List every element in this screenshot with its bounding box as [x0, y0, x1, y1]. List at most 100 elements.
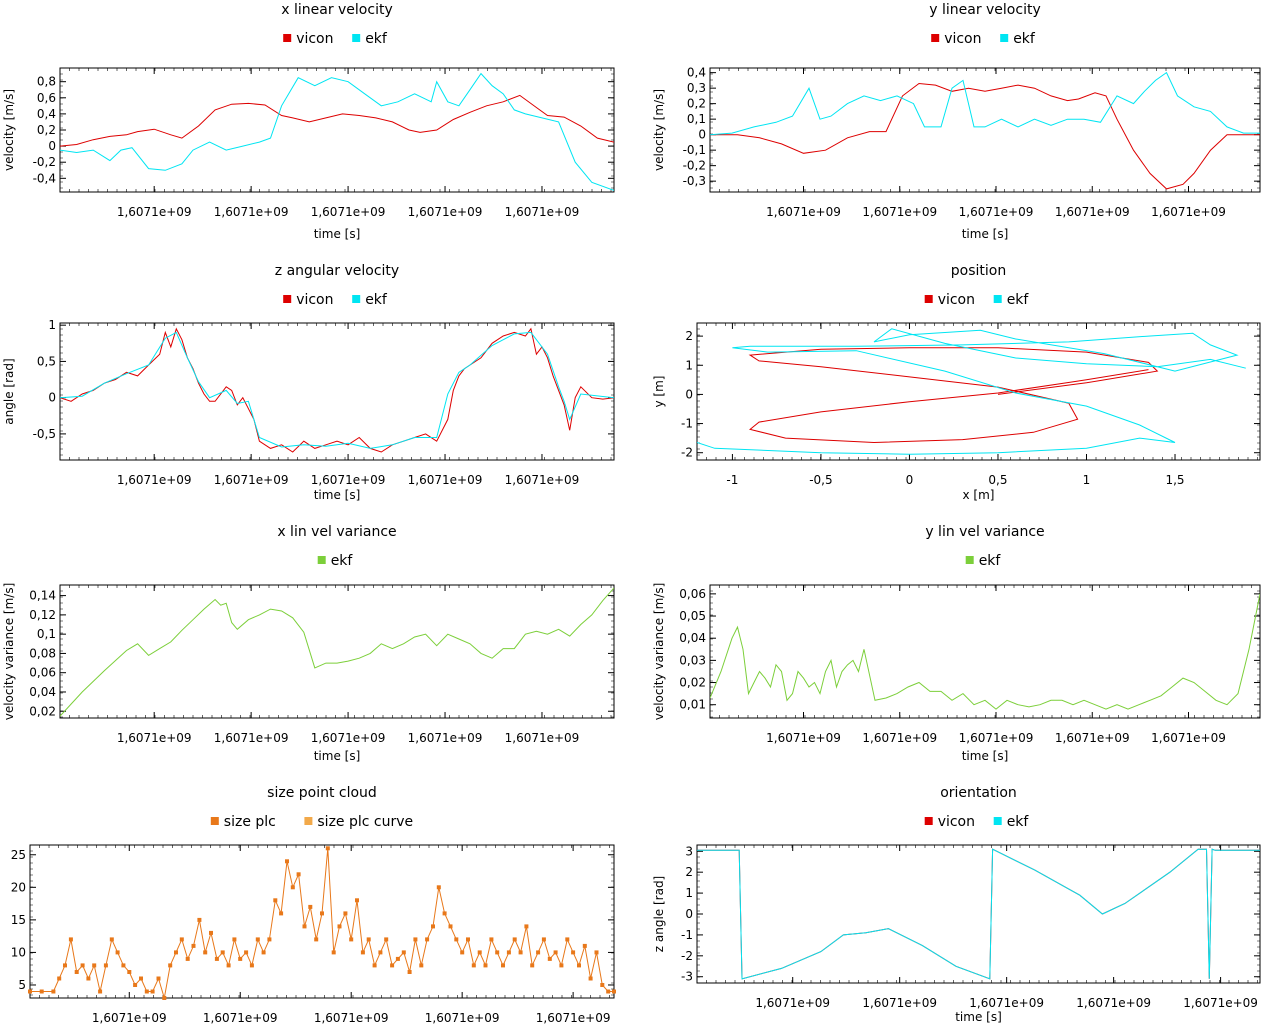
y-tick-label: 0,14	[29, 589, 56, 603]
data-point	[63, 963, 67, 968]
data-point	[267, 937, 272, 942]
x-tick-label: 1	[1083, 473, 1091, 487]
x-tick-label: 1,6071e+09	[1183, 996, 1258, 1010]
legend-swatch	[993, 817, 1002, 825]
x-axis-label: time [s]	[314, 488, 361, 502]
x-tick-label: 1,6071e+09	[214, 205, 289, 219]
data-point	[355, 898, 359, 903]
x-tick-label: 1,6071e+09	[969, 996, 1044, 1010]
y-tick-label: 0,3	[687, 81, 706, 95]
y-tick-label: -0,1	[683, 143, 706, 157]
data-point	[244, 950, 249, 955]
plot-frame	[696, 322, 1261, 461]
legend-label: size plc curve	[317, 814, 413, 830]
legend-label: ekf	[365, 31, 388, 47]
x-tick-label: 1,6071e+09	[766, 205, 841, 219]
y-tick-label: 3	[685, 844, 693, 858]
legend-label: ekf	[979, 553, 1002, 569]
legend-label: vicon	[296, 292, 333, 308]
y-tick-label: 0,4	[687, 66, 706, 80]
y-tick-label: 0,04	[29, 685, 56, 699]
data-point	[74, 970, 79, 974]
minor-x-ticks	[696, 323, 1258, 460]
data-point	[384, 937, 389, 942]
y-tick-label: 0,08	[29, 646, 56, 660]
y-tick-label: -0,2	[33, 155, 56, 169]
y-tick-label: 1	[685, 358, 693, 372]
y-tick-label: 0,1	[37, 627, 56, 641]
data-point	[571, 950, 576, 955]
x-tick-label: 0	[906, 473, 914, 487]
y-axis-label: velocity [m/s]	[2, 89, 16, 171]
legend-swatch	[304, 817, 313, 825]
y-axis-label: z angle [rad]	[652, 876, 666, 953]
data-point	[553, 950, 558, 955]
data-point	[448, 924, 453, 929]
x-tick-label: 1,6071e+09	[203, 1011, 278, 1024]
data-point	[547, 956, 552, 961]
data-point	[606, 989, 611, 994]
legend-swatch	[1000, 34, 1009, 42]
data-point	[477, 950, 482, 955]
y-tick-label: 25	[11, 848, 26, 862]
data-point	[285, 859, 289, 864]
data-point	[582, 943, 587, 948]
data-point	[296, 872, 301, 877]
y-tick-label: 0,02	[679, 676, 706, 690]
chart-title: x linear velocity	[281, 2, 393, 18]
series-line-ekf	[710, 71, 1260, 136]
data-point	[325, 846, 330, 851]
data-point	[518, 950, 523, 955]
minor-y-ticks	[697, 322, 1260, 456]
x-tick-label: 1,6071e+09	[117, 731, 192, 745]
x-tick-label: 1,6071e+09	[505, 473, 580, 487]
chart-pointcloud: size point cloud size plc size plc curve 1,…	[11, 785, 616, 1024]
y-tick-label: 0,02	[29, 704, 56, 718]
data-point	[261, 950, 266, 955]
x-axis-label: x [m]	[963, 488, 995, 502]
y-tick-label: -0,2	[683, 159, 706, 173]
x-tick-label: -1	[726, 473, 738, 487]
minor-y-ticks	[30, 844, 614, 996]
data-point	[214, 956, 219, 961]
y-tick-label: -2	[681, 949, 693, 963]
minor-x-ticks	[709, 68, 1252, 192]
data-point	[588, 976, 593, 981]
data-point	[220, 950, 225, 955]
data-point	[512, 937, 517, 942]
data-point	[203, 950, 208, 955]
x-tick-label: 1,6071e+09	[1055, 205, 1130, 219]
data-point	[51, 989, 56, 994]
plot-frame	[59, 322, 615, 461]
x-axis-label: time [s]	[314, 749, 361, 763]
plot-frame	[29, 844, 615, 999]
data-point	[156, 976, 161, 981]
y-tick-label: -0,4	[33, 171, 56, 185]
x-axis-label: time [s]	[962, 749, 1009, 763]
data-point	[39, 989, 44, 994]
series-line-vicon	[697, 848, 1260, 980]
chart-xlinvel: x linear velocity vicon ekf 1,6071e+09 1,607…	[2, 2, 615, 241]
x-axis-label: time [s]	[955, 1010, 1002, 1024]
data-point	[320, 911, 324, 916]
data-point	[565, 937, 570, 942]
y-tick-label: 10	[11, 945, 26, 959]
y-tick-label: 0,06	[679, 587, 706, 601]
chart-zangvel: z angular velocity vicon ekf 1,6071e+09 1,60…	[2, 263, 615, 502]
data-point	[401, 950, 406, 955]
series-line-ekf	[710, 593, 1260, 710]
x-tick-label: 1,6071e+09	[959, 205, 1034, 219]
x-tick-label: 1,6071e+09	[862, 205, 937, 219]
legend-label: vicon	[938, 292, 975, 308]
data-point	[209, 930, 213, 935]
legend-swatch	[352, 295, 361, 303]
data-point	[501, 963, 505, 968]
data-point	[419, 963, 424, 968]
legend-label: ekf	[1007, 292, 1030, 308]
data-point	[185, 956, 190, 961]
legend-label: vicon	[944, 31, 981, 47]
legend-swatch	[283, 295, 292, 303]
legend-swatch	[965, 556, 974, 564]
y-tick-label: 1	[48, 318, 56, 332]
chart-position: position vicon ekf -1 -0,5 0 0,5 1 1,5 2 1 0 -1 -2 x […	[652, 263, 1261, 502]
